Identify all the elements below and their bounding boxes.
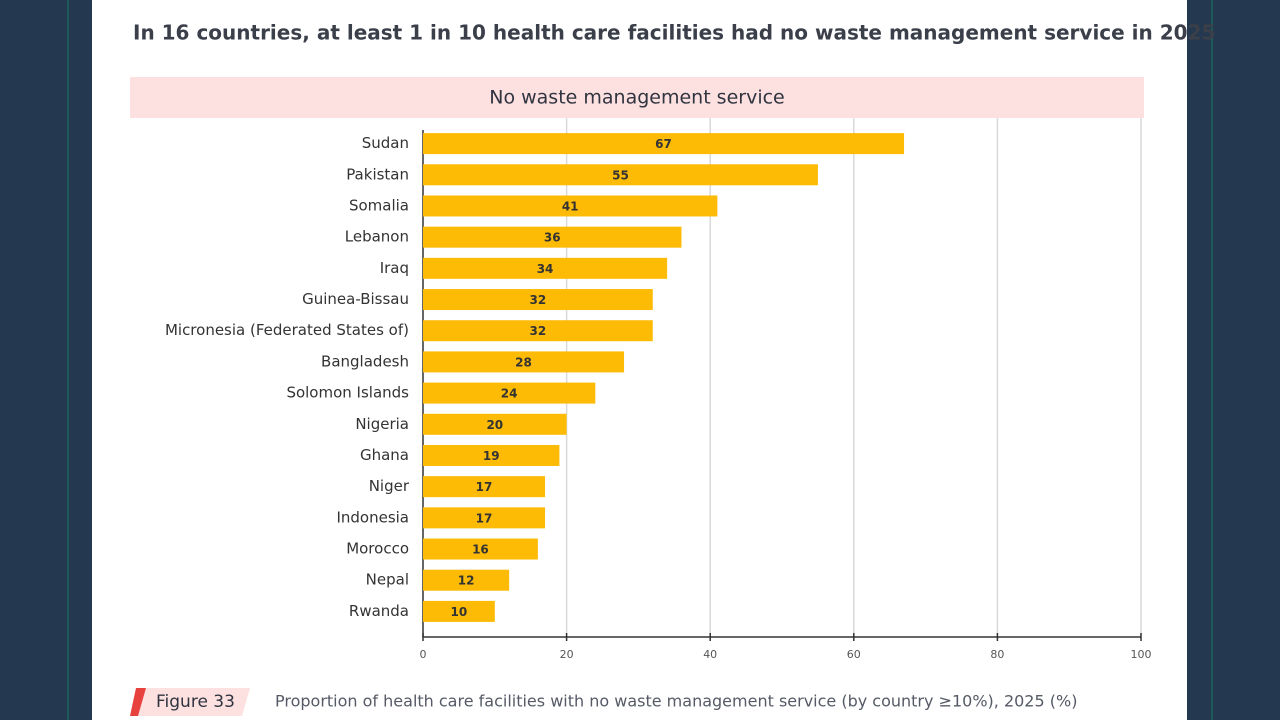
chart-subtitle: No waste management service: [489, 87, 785, 109]
bar: [423, 289, 653, 311]
y-tick-label: Bangladesh: [321, 352, 409, 370]
y-tick-label: Niger: [369, 477, 410, 495]
figure-tab: [130, 688, 250, 716]
plot: 0 20 40 60 80 100 Sudan 67 Pakistan 55 Somalia 41 Le…: [165, 118, 1152, 661]
y-tick-label: Micronesia (Federated States of): [165, 321, 409, 339]
x-tick-label: 80: [990, 648, 1004, 661]
data-label: 34: [537, 262, 554, 276]
data-label: 10: [451, 605, 468, 619]
y-tick-label: Sudan: [362, 134, 409, 152]
panel: [92, 0, 1187, 720]
data-label: 55: [612, 168, 629, 182]
data-label: 16: [472, 543, 489, 557]
bar: [423, 164, 818, 186]
data-label: 24: [501, 387, 518, 401]
data-label: 17: [476, 511, 493, 525]
x-tick-label: 100: [1131, 648, 1152, 661]
data-label: 28: [515, 355, 532, 369]
figure-tab-accent: [130, 688, 146, 716]
x-tick-label: 60: [847, 648, 861, 661]
bar: [423, 538, 538, 560]
bar: [423, 476, 546, 498]
bar: [423, 320, 653, 342]
bar: [423, 382, 596, 404]
data-label: 41: [562, 199, 579, 213]
data-label: 17: [476, 480, 493, 494]
data-label: 67: [655, 137, 672, 151]
x-tick-label: 20: [560, 648, 574, 661]
data-label: 32: [530, 293, 547, 307]
x-tick-label: 0: [420, 648, 427, 661]
data-label: 19: [483, 449, 500, 463]
y-tick-label: Nepal: [366, 571, 409, 589]
y-tick-label: Somalia: [349, 196, 409, 214]
y-tick-label: Indonesia: [336, 508, 409, 526]
bar: [423, 600, 495, 622]
bar: [423, 195, 718, 217]
bar: [423, 351, 625, 373]
figure-label: Figure 33: [156, 692, 235, 712]
bar: [423, 133, 905, 155]
bar: [423, 507, 546, 529]
figure-caption: Proportion of health care facilities wit…: [275, 692, 1077, 711]
data-label: 32: [530, 324, 547, 338]
y-tick-label: Guinea-Bissau: [302, 290, 409, 308]
y-tick-label: Morocco: [346, 540, 409, 558]
data-label: 20: [486, 418, 503, 432]
x-tick-label: 40: [703, 648, 717, 661]
y-tick-label: Ghana: [360, 446, 409, 464]
bar: [423, 444, 560, 466]
bar: [423, 569, 510, 591]
y-tick-label: Pakistan: [346, 165, 409, 183]
bar: [423, 226, 682, 248]
y-tick-label: Solomon Islands: [286, 384, 409, 402]
data-label: 36: [544, 231, 561, 245]
data-label: 12: [458, 574, 475, 588]
y-tick-label: Rwanda: [349, 602, 409, 620]
y-tick-label: Lebanon: [345, 228, 409, 246]
y-tick-label: Iraq: [380, 259, 409, 277]
chart-title: In 16 countries, at least 1 in 10 health…: [133, 21, 1215, 45]
header-band: [130, 77, 1144, 118]
bar: [423, 257, 668, 279]
bar: [423, 413, 567, 435]
y-tick-label: Nigeria: [355, 415, 409, 433]
